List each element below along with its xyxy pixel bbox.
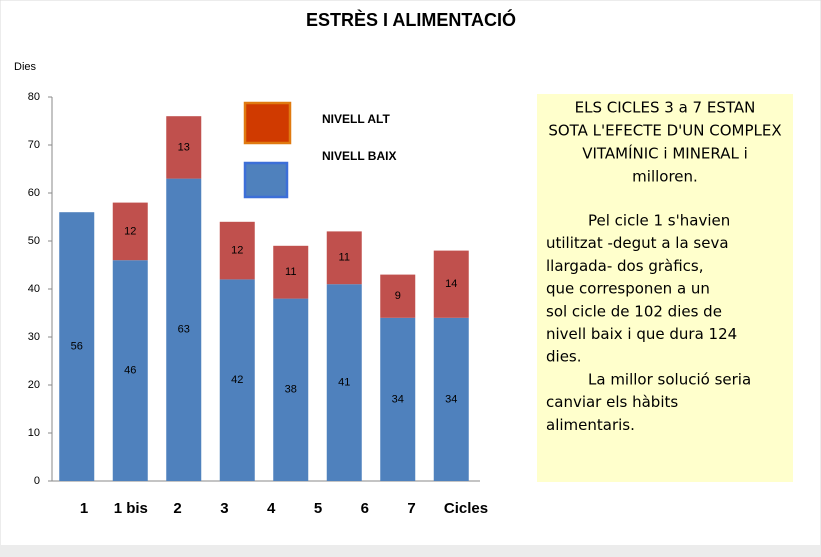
note-body-line: dies. (546, 348, 582, 366)
bar-segment (166, 178, 202, 481)
data-label: 34 (392, 393, 404, 405)
note-heading-line: VITAMÍNIC i MINERAL i (582, 144, 748, 163)
x-tick-label: 3 (220, 500, 228, 517)
note-heading-line: ELS CICLES 3 a 7 ESTAN (575, 99, 756, 117)
x-tick-label: 7 (407, 500, 415, 517)
chart-title: ESTRÈS I ALIMENTACIÓ (306, 9, 516, 30)
y-tick-label: 80 (28, 91, 40, 103)
data-label: 11 (339, 252, 350, 264)
bar-segment (433, 250, 469, 318)
x-tick-label: 6 (361, 500, 369, 517)
data-label: 63 (178, 324, 190, 336)
y-axis-label: Dies (14, 61, 37, 73)
y-tick-label: 0 (34, 475, 40, 487)
legend-label: NIVELL BAIX (322, 149, 396, 163)
legend-swatch (243, 161, 289, 199)
note-body-line: nivell baix i que dura 124 (546, 325, 737, 343)
y-tick-label: 30 (28, 331, 40, 343)
x-tick-label: 5 (314, 500, 322, 517)
y-tick-label: 70 (28, 139, 40, 151)
x-tick-label: 2 (173, 500, 181, 517)
y-tick-label: 10 (28, 427, 40, 439)
bar-segment (219, 279, 255, 481)
x-tick-label: 1 bis (114, 500, 148, 517)
note-body-line: que corresponen a un (546, 280, 710, 298)
legend-swatch (243, 101, 292, 145)
bar-segment (380, 274, 416, 318)
data-label: 14 (445, 278, 457, 290)
note-body-line: alimentaris. (546, 416, 635, 434)
y-tick-label: 20 (28, 379, 40, 391)
y-tick-label: 60 (28, 187, 40, 199)
x-tick-label: 1 (80, 500, 88, 517)
data-label: 41 (338, 377, 350, 389)
bar-segment (112, 260, 148, 481)
data-label: 34 (445, 393, 457, 405)
y-tick-label: 50 (28, 235, 40, 247)
bottom-strip (0, 545, 821, 557)
data-label: 9 (395, 290, 401, 302)
x-axis-label: Cicles (444, 500, 488, 517)
data-label: 56 (71, 341, 83, 353)
data-label: 38 (285, 384, 297, 396)
note-box (537, 94, 793, 482)
data-label: 12 (231, 245, 243, 257)
note-body-line: Pel cicle 1 s'havien (588, 212, 730, 230)
data-label: 12 (124, 225, 136, 237)
bar-segment (59, 212, 95, 481)
bar-segment (273, 245, 309, 299)
bar-segment (112, 202, 148, 261)
y-tick-label: 40 (28, 283, 40, 295)
bar-segment (433, 317, 469, 481)
bar-segment (380, 317, 416, 481)
note-body-line: llargada- dos gràfics, (546, 257, 703, 275)
data-label: 13 (178, 141, 190, 153)
note-body-line: sol cicle de 102 dies de (546, 302, 722, 320)
note-body-line: utilitzat -degut a la seva (546, 234, 729, 252)
data-label: 46 (124, 365, 136, 377)
note-body-line: canviar els hàbits (546, 393, 678, 411)
bar-segment (166, 116, 202, 179)
x-tick-label: 4 (267, 500, 276, 517)
note-heading-line: milloren. (632, 168, 698, 186)
data-label: 11 (285, 266, 296, 278)
data-label: 42 (231, 374, 243, 386)
legend-label: NIVELL ALT (322, 112, 390, 126)
bar-segment (326, 231, 362, 285)
note-heading-line: SOTA L'EFECTE D'UN COMPLEX (548, 122, 781, 140)
note-body-line: La millor solució seria (588, 370, 751, 388)
bar-segment (326, 284, 362, 481)
bar-segment (219, 221, 255, 280)
note: ELS CICLES 3 a 7 ESTAN SOTA L'EFECTE D'UN… (546, 99, 782, 434)
bar-segment (273, 298, 309, 481)
